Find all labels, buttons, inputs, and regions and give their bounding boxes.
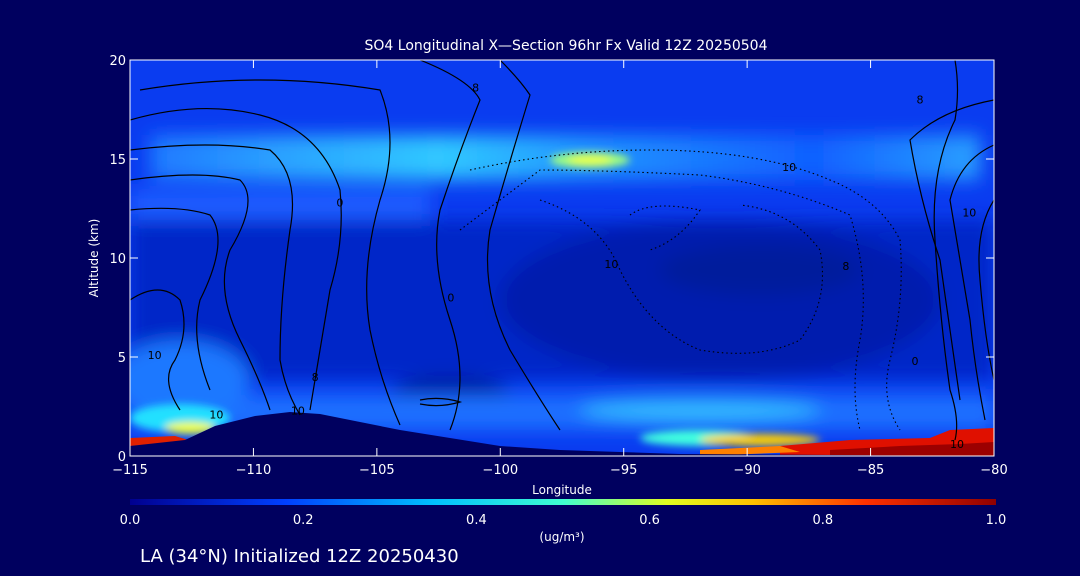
x-axis-label: Longitude [532,483,592,497]
upper-max-core [568,156,612,164]
y-tick-label: 10 [109,252,126,267]
low-core [500,220,940,380]
x-tick-label: −110 [236,463,272,478]
colorbar-ticks: 0.0 0.2 0.4 0.6 0.8 1.0 [120,513,1007,528]
contour-label: 10 [291,404,305,417]
x-axis: −115 −110 −105 −100 −95 −90 −85 −80 [112,60,1008,478]
contour-solid-1 [130,107,342,411]
y-tick-label: 20 [109,54,126,69]
x-tick-label: −100 [482,463,518,478]
contour-label: 8 [472,82,479,95]
colorbar-tick-label: 0.4 [466,513,487,528]
lower-left-yellow [165,422,215,434]
contour-solid-12 [978,199,994,381]
y-axis-label: Altitude (km) [87,219,101,298]
heatmap-field [130,60,994,456]
terrain [130,412,994,456]
contour-dotted-lines [459,149,902,431]
contour-label: 10 [604,258,618,271]
upper-band-left [130,190,430,220]
x-tick-label: −80 [980,463,1007,478]
contour-label: 8 [312,371,319,384]
colorbar-tick-label: 0.6 [639,513,660,528]
init-note: LA (34°N) Initialized 12Z 20250430 [140,546,459,567]
contour-solid-9 [933,60,959,441]
contour-dotted-2 [459,169,864,431]
surface-red-left [130,436,195,446]
contour-solid-7 [419,60,481,431]
contour-solid-11 [949,144,994,421]
x-tick-label: −85 [857,463,884,478]
colorbar-tick-label: 0.2 [293,513,314,528]
contour-solid-3 [130,174,271,411]
y-tick-label: 0 [118,450,126,465]
surface-orange-right [700,446,800,456]
x-tick-label: −105 [359,463,395,478]
contour-small-loop [419,397,463,407]
contour-label: 10 [782,161,796,174]
lower-left-plume [130,340,250,420]
y-tick-label: 5 [118,351,126,366]
contour-label: 10 [148,349,162,362]
x-tick-label: −95 [610,463,637,478]
contour-solid-8 [486,60,561,431]
colorbar-tick-label: 0.8 [812,513,833,528]
chart-title: SO4 Longitudinal X—Section 96hr Fx Valid… [365,38,768,54]
colorbar-tick-label: 0.0 [120,513,141,528]
contour-label: 10 [950,438,964,451]
contour-solid-6 [139,79,401,426]
colorbar-tick-label: 1.0 [986,513,1007,528]
contour-solid-4 [130,207,219,391]
contour-labels: 8 8 10 10 10 10 0 0 8 8 0 10 10 10 [148,82,977,451]
contour-label: 0 [447,292,454,305]
lower-right-yellow [700,434,820,446]
contour-label: 10 [209,408,223,421]
contour-label: 0 [336,197,343,210]
contour-solid-5 [130,289,185,411]
contour-solid-10 [909,99,994,401]
colorbar [130,499,996,505]
low-core-3 [660,245,860,295]
contour-label: 8 [842,260,849,273]
x-tick-label: −90 [733,463,760,478]
contour-dotted-1 [469,149,902,431]
contour-label: 0 [912,355,919,368]
contour-dotted-3 [539,199,823,354]
x-tick-label: −115 [112,463,148,478]
contour-dotted-4 [629,205,701,251]
y-axis: 0 5 10 15 20 [109,54,994,465]
y-tick-label: 15 [109,153,126,168]
colorbar-label: (ug/m³) [539,530,584,544]
contour-label: 10 [962,206,976,219]
contour-lines [130,60,994,441]
contour-solid-2 [130,144,301,416]
contour-label: 8 [916,94,923,107]
lower-right-band [580,398,820,422]
